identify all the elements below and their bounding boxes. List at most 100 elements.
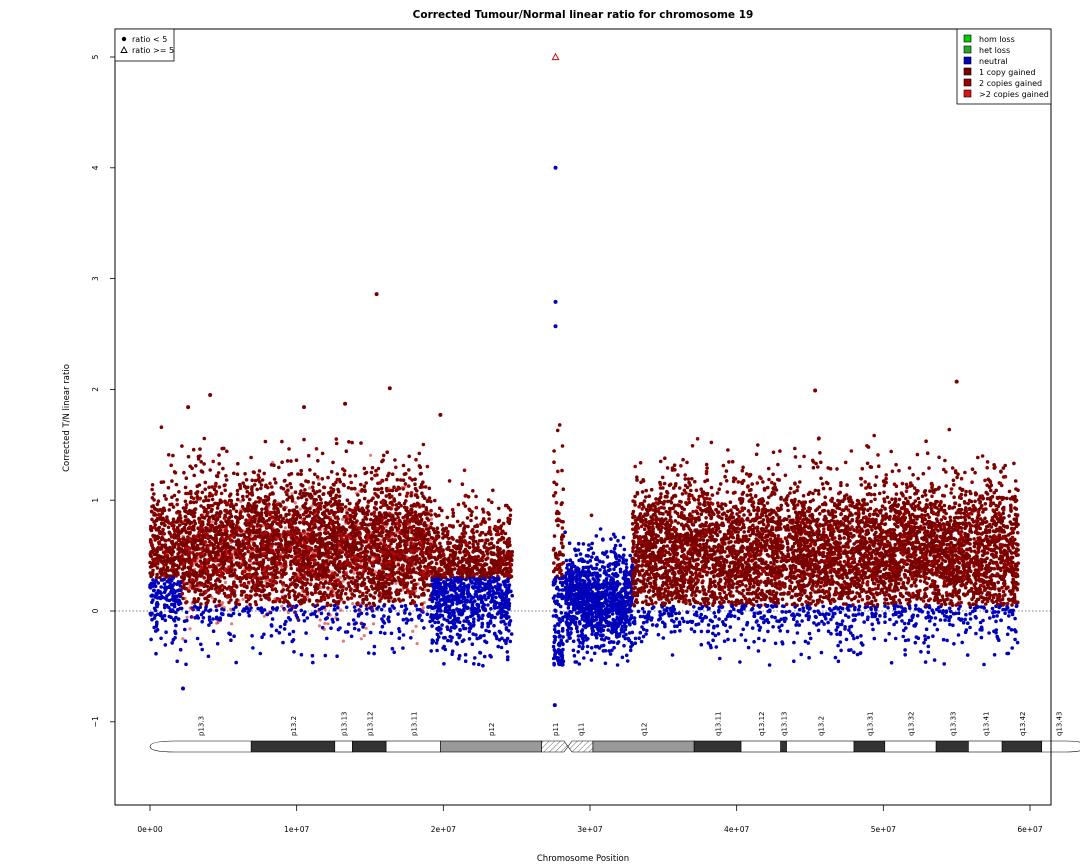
- data-point: [331, 460, 335, 465]
- data-point: [175, 659, 179, 664]
- data-point: [166, 525, 171, 530]
- data-point: [296, 529, 301, 534]
- data-point: [370, 477, 374, 481]
- data-point: [467, 545, 472, 550]
- data-point: [213, 564, 217, 569]
- data-point: [243, 472, 247, 476]
- data-point: [321, 492, 326, 497]
- data-point: [259, 513, 264, 517]
- data-point: [349, 486, 354, 491]
- data-point: [345, 596, 350, 600]
- data-point: [368, 630, 373, 635]
- y-tick-label: 4: [91, 165, 100, 170]
- data-point: [288, 482, 293, 486]
- data-point: [194, 500, 198, 504]
- data-point: [159, 560, 164, 564]
- data-point: [227, 631, 231, 636]
- data-point: [349, 480, 354, 485]
- data-point: [281, 588, 286, 592]
- data-point: [293, 490, 298, 495]
- data-point: [425, 612, 430, 617]
- data-point: [296, 496, 301, 500]
- data-point: [201, 592, 205, 597]
- data-point: [160, 567, 165, 572]
- data-point: [362, 496, 367, 501]
- data-point: [250, 493, 255, 497]
- data-point: [386, 581, 391, 586]
- data-point: [357, 628, 361, 632]
- data-point: [176, 565, 181, 569]
- data-point: [292, 650, 296, 654]
- data-point: [386, 518, 391, 523]
- data-point: [386, 506, 390, 511]
- data-point: [193, 507, 197, 512]
- data-point: [341, 467, 345, 471]
- data-point: [150, 496, 155, 500]
- data-point: [320, 523, 325, 528]
- data-point: [162, 603, 167, 607]
- data-point: [359, 441, 363, 445]
- data-point: [165, 515, 169, 519]
- data-point: [214, 570, 218, 574]
- data-point: [319, 497, 323, 502]
- data-point: [226, 519, 231, 524]
- data-point: [412, 583, 416, 587]
- data-point: [420, 543, 424, 548]
- data-point: [408, 612, 412, 616]
- data-point: [207, 515, 212, 520]
- data-point: [303, 488, 307, 492]
- data-point: [347, 501, 352, 506]
- data-point: [287, 495, 291, 500]
- data-point: [235, 561, 239, 565]
- data-point: [207, 539, 212, 544]
- data-point: [178, 547, 183, 552]
- data-point: [470, 642, 475, 646]
- data-point: [390, 503, 395, 507]
- data-point: [245, 494, 249, 499]
- data-point: [451, 511, 456, 515]
- data-point: [244, 486, 248, 490]
- data-point: [247, 613, 251, 618]
- data-point: [273, 510, 277, 514]
- data-point: [319, 520, 324, 525]
- data-point: [369, 550, 374, 555]
- data-point: [364, 517, 369, 521]
- data-point: [416, 595, 421, 599]
- data-point: [365, 590, 369, 595]
- data-point: [318, 591, 323, 596]
- data-point: [319, 544, 323, 549]
- data-point: [293, 552, 298, 556]
- data-point: [160, 570, 164, 575]
- data-point: [310, 485, 315, 490]
- data-point: [316, 561, 320, 566]
- data-point: [169, 463, 173, 468]
- data-point: [234, 539, 238, 544]
- data-point: [276, 522, 281, 527]
- data-point: [274, 628, 279, 633]
- data-point: [284, 535, 288, 539]
- data-point: [335, 612, 339, 616]
- data-point: [269, 634, 274, 638]
- data-point: [389, 569, 394, 573]
- data-point: [154, 651, 158, 656]
- data-point: [334, 600, 338, 604]
- data-point: [201, 522, 205, 527]
- data-point: [217, 453, 221, 457]
- data-point: [395, 570, 399, 575]
- data-point: [188, 530, 192, 535]
- data-point: [441, 532, 445, 536]
- data-point: [310, 612, 315, 616]
- data-point: [290, 499, 295, 503]
- data-point: [319, 611, 324, 616]
- data-point: [153, 563, 157, 568]
- data-point: [319, 554, 324, 558]
- data-point: [170, 539, 175, 544]
- data-point: [381, 453, 386, 458]
- data-point: [319, 538, 324, 543]
- data-point: [155, 596, 160, 600]
- data-point: [418, 561, 422, 565]
- data-point: [486, 603, 490, 607]
- data-point: [368, 546, 373, 550]
- data-point: [404, 583, 409, 588]
- data-point: [370, 568, 375, 572]
